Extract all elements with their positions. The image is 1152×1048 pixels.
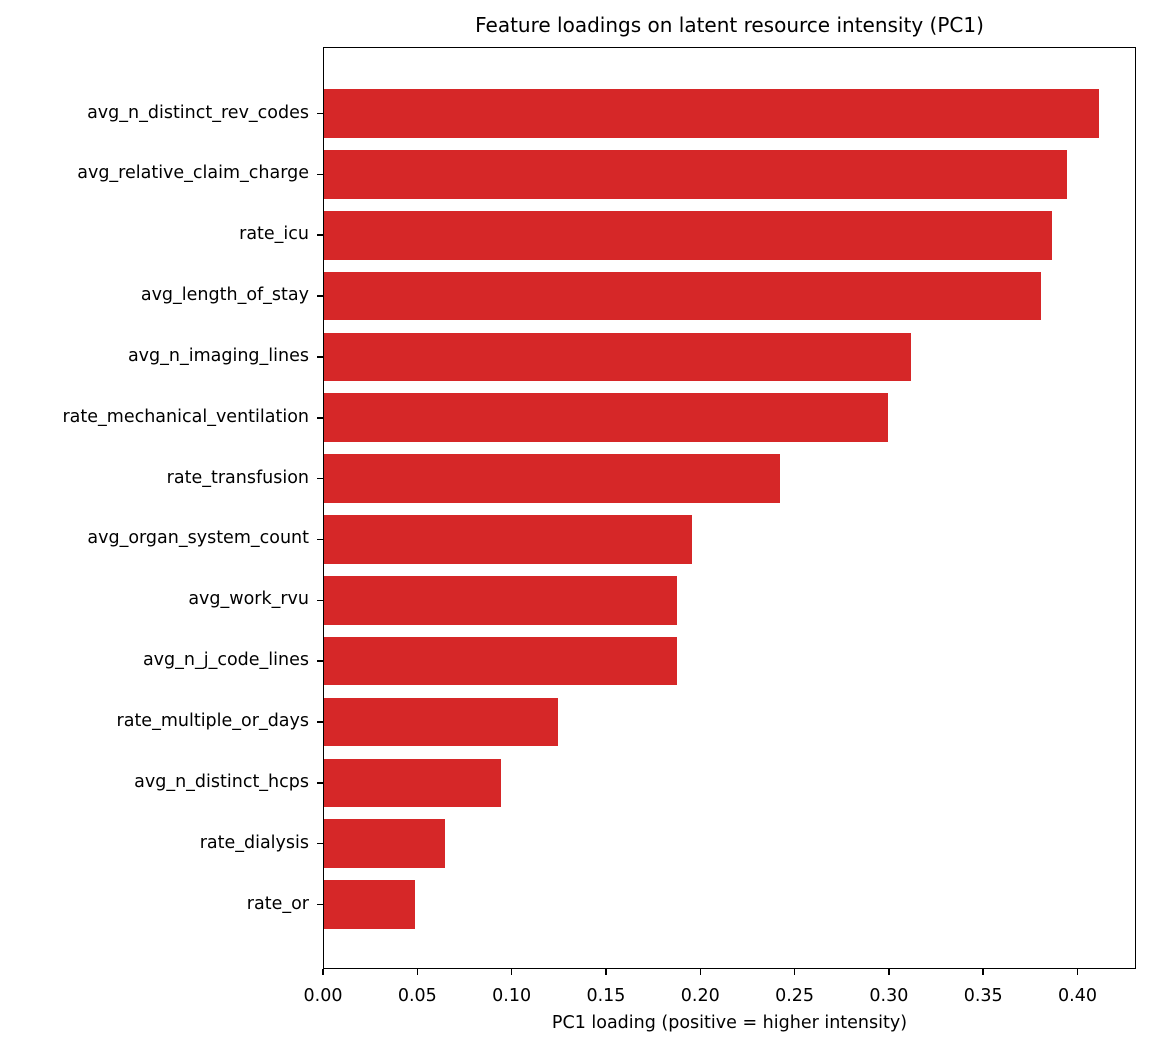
bar: 0.124 bbox=[324, 697, 558, 747]
y-tick-label: rate_mechanical_ventilation bbox=[62, 406, 309, 427]
chart-title: Feature loadings on latent resource inte… bbox=[475, 13, 984, 37]
x-tick-label: 0.20 bbox=[680, 986, 720, 1006]
y-tick-label: avg_n_j_code_lines bbox=[142, 650, 309, 671]
y-tick-label: rate_transfusion bbox=[166, 467, 309, 488]
bar: 0.195 bbox=[324, 515, 692, 564]
y-tick-mark bbox=[317, 234, 323, 236]
y-tick-mark bbox=[317, 842, 323, 845]
bar: 0.048 bbox=[324, 880, 415, 929]
bar: 0.386 bbox=[324, 210, 1053, 260]
y-tick-mark bbox=[317, 782, 323, 784]
x-tick-mark bbox=[982, 969, 984, 975]
x-tick-mark bbox=[1076, 969, 1079, 975]
x-tick-label: 0.15 bbox=[586, 986, 626, 1006]
y-tick-mark bbox=[317, 903, 323, 906]
x-tick-mark bbox=[322, 969, 324, 975]
bar: 0.38 bbox=[324, 271, 1041, 321]
y-tick-mark bbox=[317, 538, 323, 541]
bar: 0.299 bbox=[324, 393, 888, 443]
x-tick-label: 0.25 bbox=[775, 986, 815, 1006]
bar: 0.064 bbox=[324, 819, 445, 869]
x-tick-mark bbox=[605, 969, 607, 975]
bar: 0.187 bbox=[324, 575, 677, 625]
x-tick-mark bbox=[510, 969, 513, 975]
y-tick-label: avg_work_rvu bbox=[188, 589, 309, 610]
y-tick-mark bbox=[317, 417, 323, 419]
y-tick-mark bbox=[317, 295, 323, 297]
y-tick-label: avg_n_distinct_rev_codes bbox=[87, 102, 309, 123]
x-tick-label: 0.40 bbox=[1058, 986, 1097, 1006]
y-tick-mark bbox=[317, 173, 323, 176]
x-tick-label: 0.35 bbox=[963, 986, 1003, 1006]
y-tick-label: avg_n_imaging_lines bbox=[127, 345, 309, 366]
x-tick-label: 0.05 bbox=[397, 986, 437, 1006]
y-tick-mark bbox=[317, 477, 323, 480]
bar: 0.394 bbox=[324, 150, 1068, 199]
x-tick-mark bbox=[699, 969, 701, 975]
bar: 0.187 bbox=[324, 636, 677, 686]
y-tick-mark bbox=[317, 599, 323, 602]
x-tick-label: 0.00 bbox=[303, 986, 343, 1006]
y-tick-label: avg_relative_claim_charge bbox=[77, 163, 309, 184]
y-tick-label: avg_organ_system_count bbox=[87, 528, 309, 549]
x-axis-title: PC1 loading (positive = higher intensity… bbox=[551, 1013, 908, 1033]
y-tick-mark bbox=[317, 112, 323, 115]
y-tick-label: rate_dialysis bbox=[199, 832, 309, 853]
x-tick-mark bbox=[416, 969, 419, 975]
x-tick-mark bbox=[888, 969, 890, 975]
bar: 0.411 bbox=[324, 89, 1100, 138]
y-tick-mark bbox=[317, 721, 323, 723]
y-tick-label: avg_n_distinct_hcps bbox=[134, 771, 309, 792]
y-tick-mark bbox=[317, 356, 323, 358]
bar: 0.311 bbox=[324, 332, 911, 382]
plot-area: 0.411 0.394 0.386 0.38 0.311 0.299 0.242 0.195 0… bbox=[317, 47, 1136, 969]
y-tick-label: rate_icu bbox=[239, 224, 309, 245]
bar: 0.094 bbox=[324, 758, 502, 808]
x-tick-label: 0.30 bbox=[869, 986, 909, 1006]
y-tick-label: rate_or bbox=[246, 893, 309, 914]
x-tick-label: 0.10 bbox=[492, 986, 532, 1006]
y-tick-label: avg_length_of_stay bbox=[140, 285, 309, 306]
y-tick-label: rate_multiple_or_days bbox=[116, 711, 309, 731]
x-tick-mark bbox=[793, 969, 796, 975]
y-tick-mark bbox=[317, 660, 323, 662]
bar: 0.242 bbox=[324, 454, 781, 503]
